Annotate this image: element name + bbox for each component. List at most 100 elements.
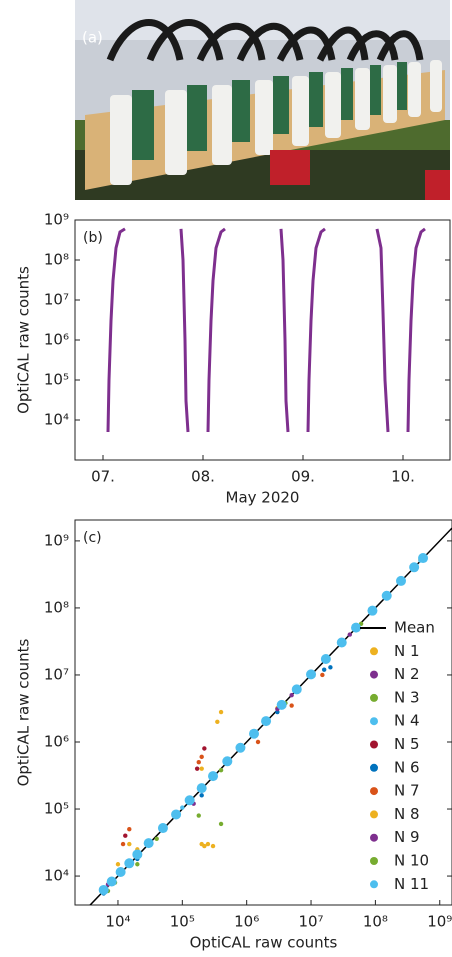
- data-point: [218, 709, 224, 715]
- circuit-board: [309, 72, 323, 127]
- legend-label: N 4: [394, 712, 420, 730]
- data-point: [199, 766, 204, 771]
- legend-marker: [370, 787, 378, 796]
- x-tick-label: 07.: [91, 468, 115, 486]
- data-point: [276, 699, 287, 710]
- data-point: [202, 746, 207, 751]
- data-point: [132, 849, 143, 860]
- legend-marker: [370, 810, 378, 819]
- data-point: [205, 841, 211, 847]
- panel-label: (a): [82, 29, 103, 47]
- sensor-box: [325, 72, 341, 138]
- y-tick-label: 10⁴: [44, 411, 69, 429]
- plot-frame: [74, 519, 452, 906]
- legend-marker: [370, 670, 378, 679]
- data-point: [199, 793, 204, 798]
- data-point: [351, 622, 362, 633]
- data-point: [336, 637, 347, 648]
- sensor-box: [408, 62, 421, 117]
- circuit-board: [273, 76, 289, 134]
- plot-area: [89, 527, 452, 905]
- data-point: [235, 742, 246, 753]
- circuit-board: [232, 80, 250, 142]
- data-point: [210, 843, 216, 849]
- data-point: [215, 719, 220, 725]
- data-point: [289, 703, 294, 708]
- circuit-board: [341, 68, 353, 120]
- data-point: [199, 754, 204, 760]
- data-point: [171, 809, 182, 820]
- panel-label: (b): [83, 230, 103, 246]
- data-point: [127, 827, 132, 832]
- data-point: [367, 605, 378, 616]
- data-point: [291, 684, 302, 695]
- legend-marker: [370, 763, 378, 772]
- cables: [106, 19, 424, 62]
- sensor-box: [355, 68, 370, 130]
- data-point: [157, 823, 168, 834]
- circuit-board: [370, 65, 381, 115]
- plot-frame: [74, 219, 451, 461]
- sensor-box: [165, 90, 187, 175]
- data-point: [255, 739, 261, 745]
- legend-label: Mean: [394, 619, 435, 637]
- data-point: [218, 767, 224, 773]
- sensor-box: [212, 85, 232, 165]
- x-tick-label: 10⁹: [427, 913, 452, 931]
- data-point: [115, 866, 126, 877]
- legend-label: N 5: [394, 735, 420, 753]
- circuit-board: [132, 90, 154, 160]
- data-point: [196, 759, 201, 765]
- data-point: [194, 766, 200, 771]
- sensor-box: [255, 80, 273, 155]
- y-tick-label: 10⁷: [44, 665, 69, 683]
- data-point: [222, 756, 233, 767]
- legend-label: N 8: [394, 805, 420, 823]
- data-point: [120, 841, 126, 847]
- sensor-box: [383, 65, 397, 123]
- data-point: [306, 669, 317, 680]
- data-point: [124, 858, 135, 869]
- data-point: [154, 836, 159, 841]
- x-tick-label: 09.: [291, 468, 315, 486]
- legend-marker: [370, 693, 378, 702]
- sensor-box: [292, 76, 309, 146]
- y-tick-label: 10⁸: [44, 251, 69, 269]
- y-axis-label: OptiCAL raw counts: [15, 638, 33, 786]
- plot-area: [106, 227, 426, 433]
- data-point: [396, 575, 407, 586]
- data-point: [409, 562, 420, 573]
- legend-label: N 1: [394, 642, 420, 660]
- data-point: [196, 813, 201, 818]
- legend-label: N 3: [394, 688, 420, 706]
- y-tick-label: 10⁸: [44, 598, 69, 616]
- y-tick-label: 10⁹: [44, 531, 69, 549]
- data-point: [180, 805, 185, 810]
- y-tick-label: 10⁵: [44, 800, 69, 818]
- data-point: [208, 771, 219, 782]
- legend-label: N 11: [394, 875, 429, 893]
- x-tick-label: 10⁵: [170, 913, 195, 931]
- sensor-box: [430, 60, 442, 112]
- circuit-board: [187, 85, 207, 151]
- data-point: [106, 876, 117, 887]
- legend-label: N 10: [394, 852, 429, 870]
- data-point: [321, 667, 327, 672]
- data-point: [218, 821, 224, 827]
- data-point: [123, 833, 128, 838]
- sensor-boxes: [110, 60, 442, 185]
- x-tick-label: 10⁸: [363, 913, 388, 931]
- data-point: [202, 843, 207, 849]
- circuit-board: [397, 62, 407, 110]
- data-point: [418, 553, 429, 564]
- y-tick-label: 10⁶: [44, 331, 69, 349]
- red-case: [425, 170, 450, 200]
- legend-marker: [370, 717, 378, 726]
- x-tick-label: 08.: [191, 468, 215, 486]
- data-point: [115, 862, 121, 867]
- data-point: [320, 672, 325, 678]
- legend-marker: [370, 833, 378, 842]
- y-tick-label: 10⁷: [44, 291, 69, 309]
